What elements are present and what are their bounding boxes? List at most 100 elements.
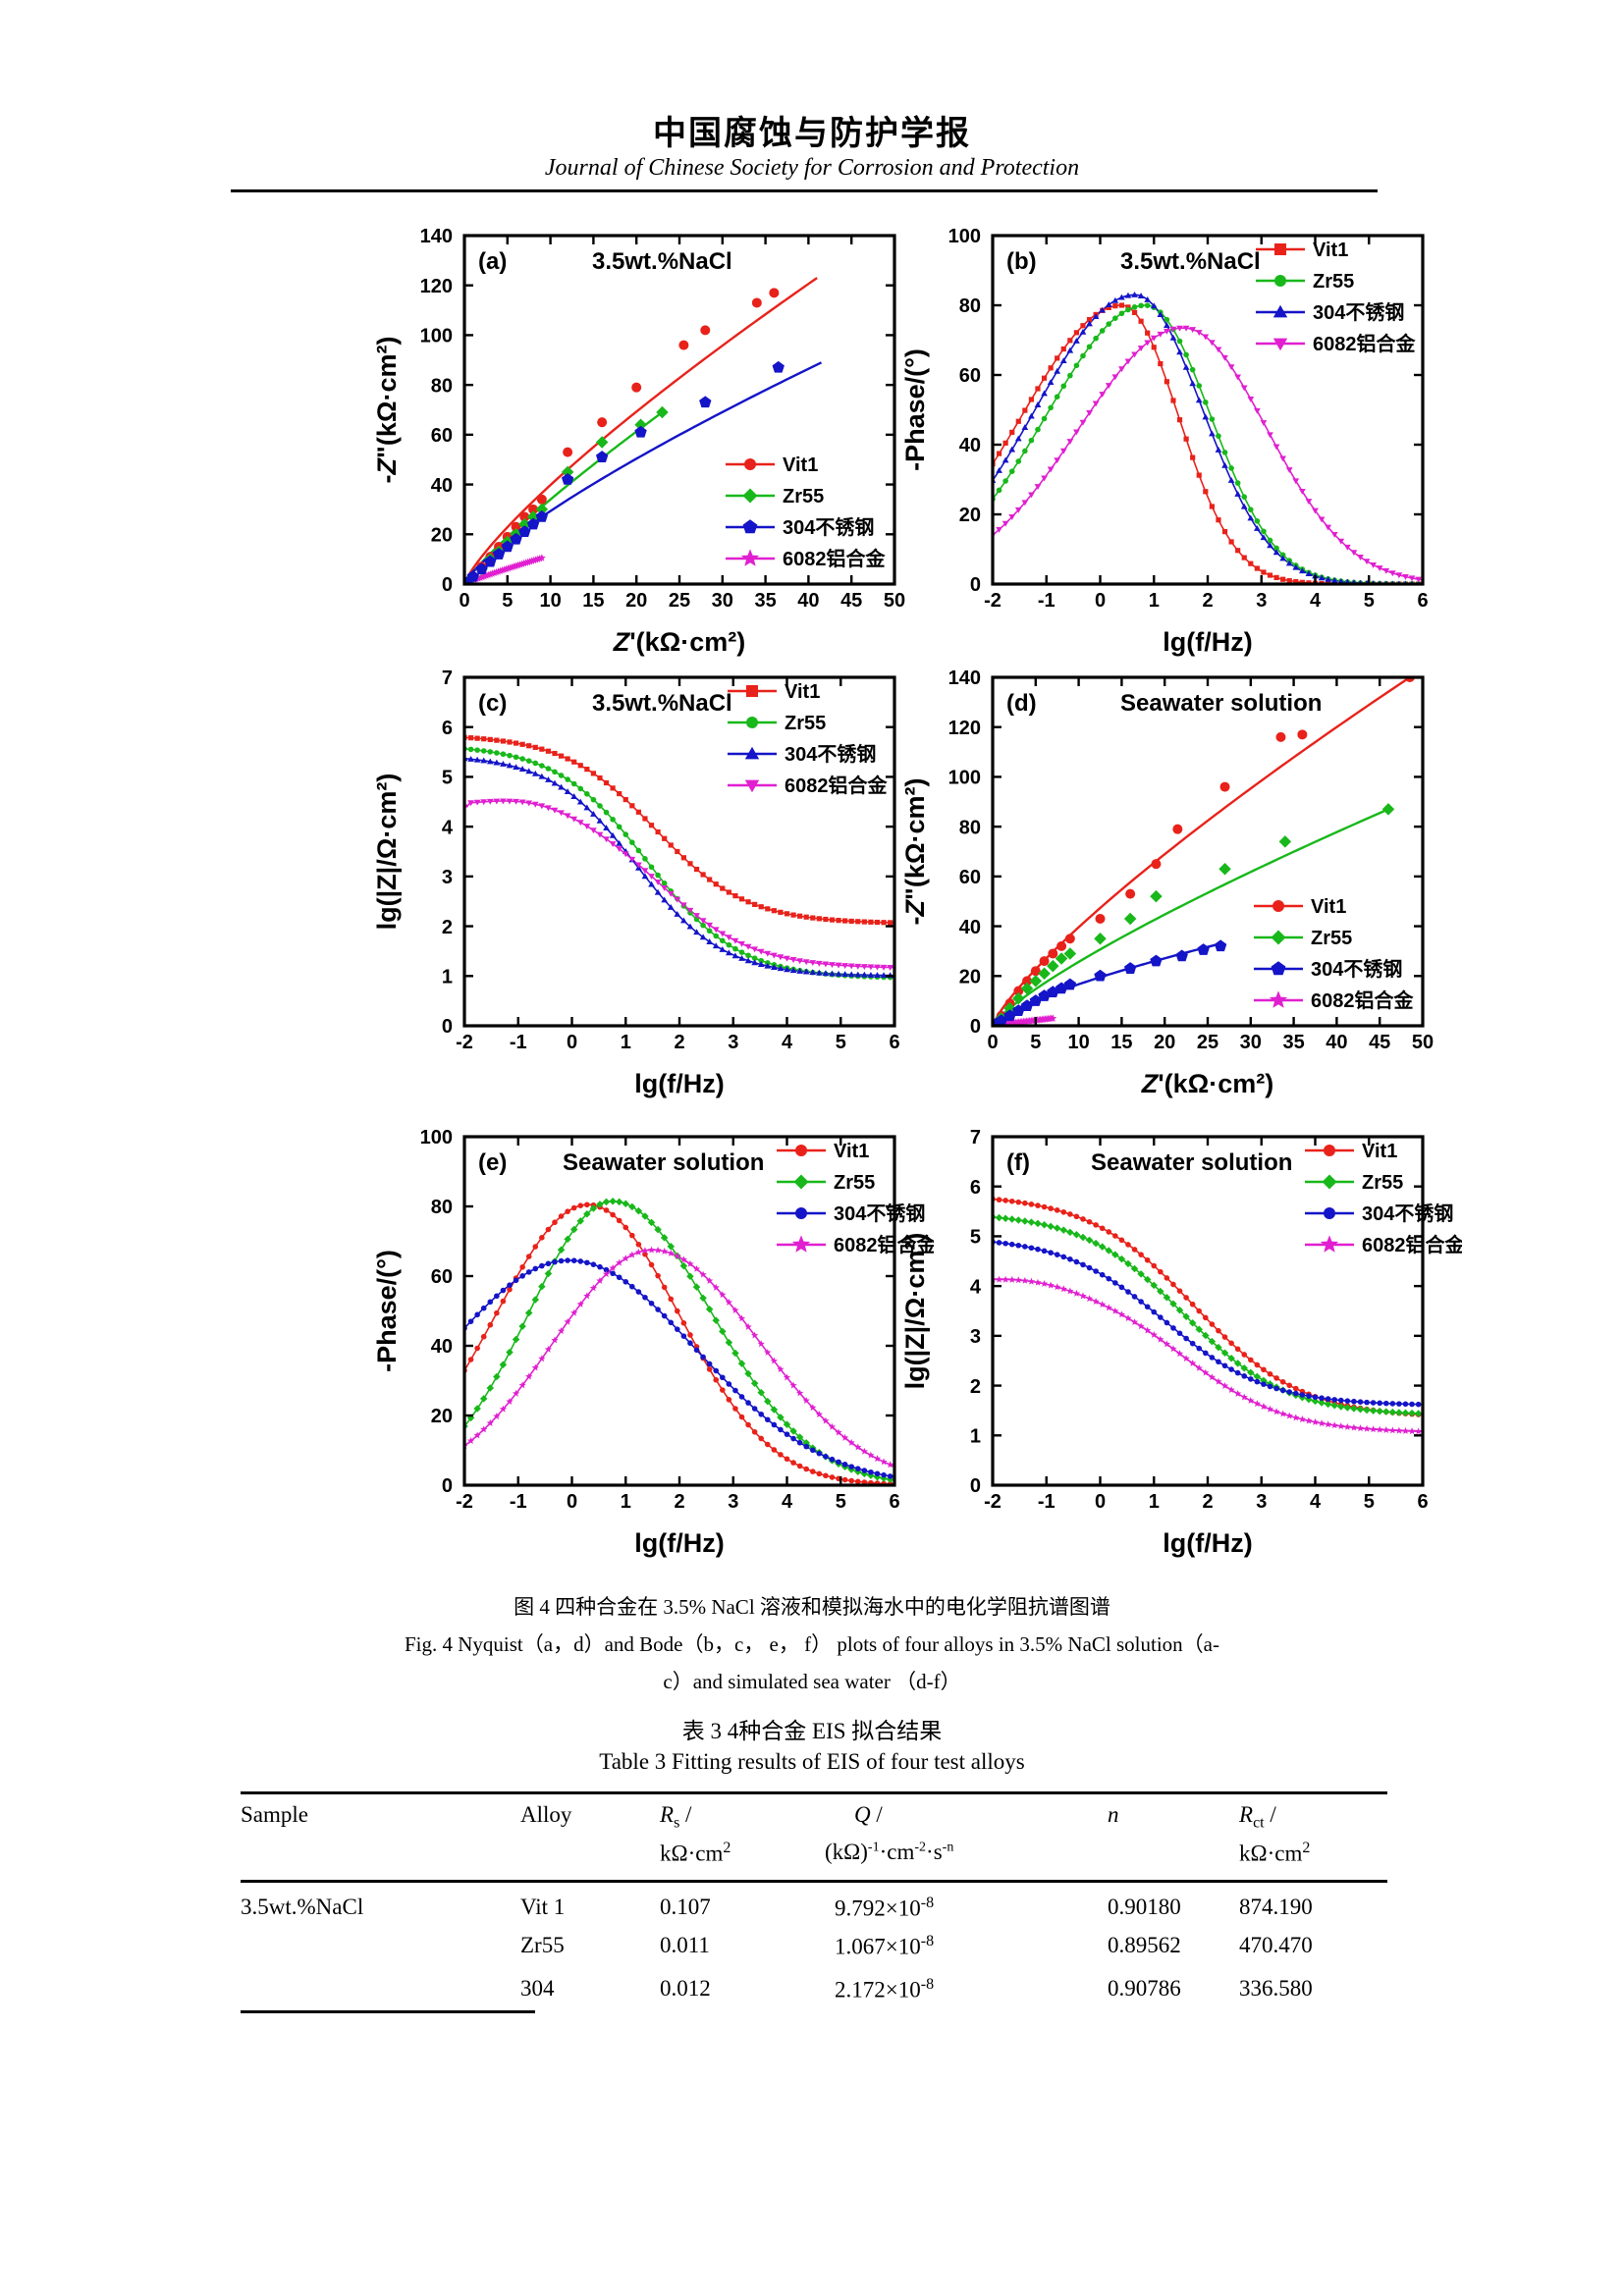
svg-text:25: 25 — [669, 590, 690, 612]
svg-text:lg(f/Hz): lg(f/Hz) — [1163, 627, 1252, 657]
svg-text:0: 0 — [442, 574, 453, 596]
svg-text:0: 0 — [442, 1016, 453, 1038]
svg-text:20: 20 — [959, 505, 981, 526]
svg-text:(d): (d) — [1006, 690, 1037, 717]
svg-text:30: 30 — [1240, 1032, 1262, 1053]
svg-text:Zr55: Zr55 — [1311, 928, 1352, 949]
svg-text:2: 2 — [674, 1491, 684, 1513]
svg-text:-1: -1 — [1038, 1491, 1056, 1513]
svg-text:40: 40 — [959, 435, 981, 456]
svg-text:4: 4 — [1310, 1491, 1322, 1513]
svg-text:304不锈钢: 304不锈钢 — [783, 516, 874, 539]
svg-text:-Phase/(°): -Phase/(°) — [900, 348, 930, 471]
svg-text:7: 7 — [442, 667, 453, 689]
svg-text:Zr55: Zr55 — [1362, 1172, 1403, 1194]
svg-text:(a): (a) — [478, 248, 507, 275]
svg-text:3: 3 — [1256, 1491, 1267, 1513]
svg-text:lg(f/Hz): lg(f/Hz) — [1163, 1528, 1252, 1558]
svg-text:4: 4 — [970, 1276, 982, 1298]
svg-text:50: 50 — [1412, 1032, 1434, 1053]
svg-text:25: 25 — [1197, 1032, 1218, 1053]
svg-text:-Phase/(°): -Phase/(°) — [372, 1250, 402, 1372]
svg-text:45: 45 — [1369, 1032, 1390, 1053]
svg-text:3.5wt.%NaCl: 3.5wt.%NaCl — [592, 248, 732, 275]
svg-text:35: 35 — [754, 590, 776, 612]
svg-text:304不锈钢: 304不锈钢 — [1313, 301, 1404, 324]
svg-text:20: 20 — [625, 590, 647, 612]
svg-text:4: 4 — [782, 1032, 793, 1053]
svg-text:1: 1 — [442, 966, 453, 988]
svg-text:-1: -1 — [1038, 590, 1056, 612]
svg-text:-2: -2 — [456, 1032, 473, 1053]
svg-text:Z'(kΩ·cm²): Z'(kΩ·cm²) — [613, 627, 746, 657]
svg-text:1: 1 — [621, 1491, 631, 1513]
svg-text:Vit1: Vit1 — [834, 1141, 869, 1162]
svg-text:20: 20 — [431, 524, 453, 546]
svg-text:Zr55: Zr55 — [1313, 271, 1354, 293]
svg-text:1: 1 — [1149, 1491, 1160, 1513]
svg-text:-1: -1 — [510, 1032, 527, 1053]
svg-text:Seawater solution: Seawater solution — [563, 1149, 764, 1176]
svg-text:Zr55: Zr55 — [783, 486, 824, 507]
svg-text:Vit1: Vit1 — [1313, 240, 1348, 261]
svg-text:2: 2 — [1202, 1491, 1213, 1513]
svg-text:1: 1 — [621, 1032, 631, 1053]
svg-text:0: 0 — [567, 1491, 577, 1513]
svg-text:-Z"(kΩ·cm²): -Z"(kΩ·cm²) — [900, 778, 930, 926]
svg-text:140: 140 — [420, 226, 453, 247]
svg-text:140: 140 — [948, 667, 981, 689]
svg-text:3: 3 — [728, 1491, 738, 1513]
svg-text:0: 0 — [970, 574, 981, 596]
svg-text:0: 0 — [1095, 1491, 1106, 1513]
svg-text:100: 100 — [948, 226, 981, 247]
svg-text:3: 3 — [442, 867, 453, 888]
svg-text:-Z"(kΩ·cm²): -Z"(kΩ·cm²) — [372, 337, 402, 484]
svg-text:4: 4 — [782, 1491, 793, 1513]
svg-text:35: 35 — [1282, 1032, 1304, 1053]
svg-text:5: 5 — [1364, 1491, 1375, 1513]
svg-text:lg(|Z|/Ω·cm²): lg(|Z|/Ω·cm²) — [900, 1233, 930, 1390]
svg-text:Zr55: Zr55 — [834, 1172, 875, 1194]
svg-text:-2: -2 — [456, 1491, 473, 1513]
svg-text:304不锈钢: 304不锈钢 — [1362, 1202, 1453, 1225]
svg-text:6: 6 — [970, 1177, 981, 1199]
svg-text:15: 15 — [1110, 1032, 1132, 1053]
svg-text:20: 20 — [959, 966, 981, 988]
svg-text:2: 2 — [1202, 590, 1213, 612]
svg-text:5: 5 — [1364, 590, 1375, 612]
svg-text:120: 120 — [948, 718, 981, 739]
svg-text:(c): (c) — [478, 690, 507, 717]
svg-text:30: 30 — [712, 590, 733, 612]
svg-text:100: 100 — [948, 768, 981, 789]
svg-text:5: 5 — [1030, 1032, 1041, 1053]
svg-text:4: 4 — [442, 817, 454, 838]
svg-text:40: 40 — [1326, 1032, 1347, 1053]
svg-text:(e): (e) — [478, 1149, 507, 1176]
svg-text:60: 60 — [959, 867, 981, 888]
svg-text:20: 20 — [431, 1406, 453, 1427]
svg-text:2: 2 — [970, 1376, 981, 1398]
svg-text:3.5wt.%NaCl: 3.5wt.%NaCl — [1120, 248, 1261, 275]
svg-text:3: 3 — [970, 1326, 981, 1348]
svg-text:lg(f/Hz): lg(f/Hz) — [634, 1069, 724, 1098]
svg-text:lg(f/Hz): lg(f/Hz) — [634, 1528, 724, 1558]
svg-text:Seawater solution: Seawater solution — [1120, 690, 1322, 717]
svg-text:Vit1: Vit1 — [783, 454, 818, 476]
svg-text:0: 0 — [442, 1475, 453, 1497]
svg-text:0: 0 — [567, 1032, 577, 1053]
svg-text:Vit1: Vit1 — [785, 681, 820, 703]
svg-text:60: 60 — [431, 425, 453, 447]
svg-text:40: 40 — [431, 475, 453, 497]
svg-text:6082铝合金: 6082铝合金 — [1313, 332, 1416, 355]
svg-text:80: 80 — [959, 817, 981, 838]
svg-text:4: 4 — [1310, 590, 1322, 612]
svg-text:6: 6 — [442, 718, 453, 739]
svg-text:6: 6 — [1417, 590, 1428, 612]
svg-text:15: 15 — [582, 590, 604, 612]
svg-text:40: 40 — [431, 1336, 453, 1358]
svg-text:3: 3 — [728, 1032, 738, 1053]
svg-text:3.5wt.%NaCl: 3.5wt.%NaCl — [592, 690, 732, 717]
svg-text:2: 2 — [674, 1032, 684, 1053]
svg-text:10: 10 — [539, 590, 561, 612]
svg-text:2: 2 — [442, 917, 453, 938]
